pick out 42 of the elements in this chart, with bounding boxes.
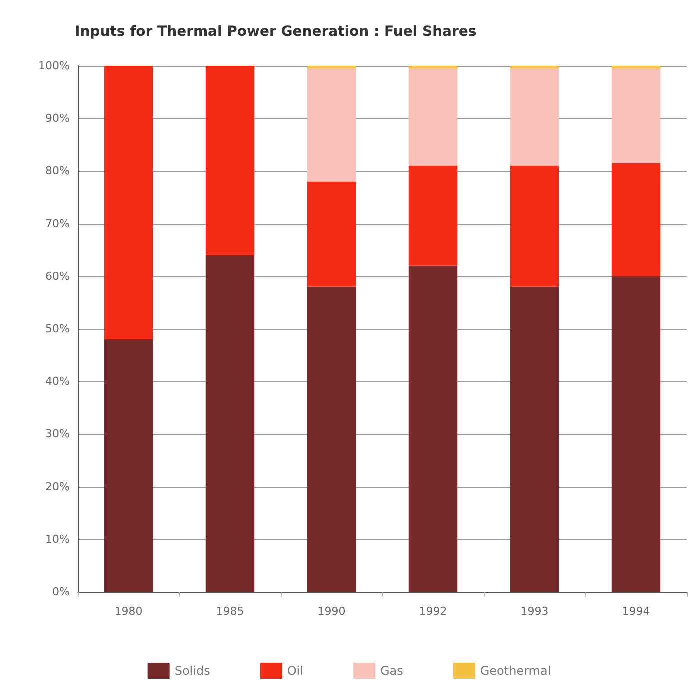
y-tick-label: 50%: [46, 322, 70, 336]
x-tick-label: 1980: [114, 605, 143, 618]
y-tick-label: 30%: [46, 428, 70, 441]
bar: [612, 66, 661, 69]
y-tick-label: 90%: [46, 112, 70, 126]
bar: [408, 66, 458, 69]
bar: [510, 68, 560, 166]
x-tick-label: 1994: [622, 605, 650, 618]
bar: [612, 276, 661, 592]
legend-label: Gas: [380, 664, 404, 678]
chart-title: Inputs for Thermal Power Generation : Fuel Shares: [75, 24, 477, 40]
bar: [307, 286, 356, 592]
bar: [612, 163, 661, 276]
x-tick-label: 1992: [419, 605, 448, 618]
y-tick-label: 0%: [52, 586, 70, 598]
legend-label: Geothermal: [480, 664, 552, 678]
y-tick-label: 10%: [46, 532, 70, 546]
y-tick-label: 60%: [46, 270, 70, 283]
bar: [408, 166, 458, 266]
x-tick-label: 1985: [216, 605, 244, 618]
bar: [104, 340, 154, 592]
bar: [104, 66, 154, 340]
bar: [510, 166, 560, 287]
y-tick-label: 80%: [46, 164, 70, 178]
bar: [206, 255, 255, 592]
legend-label: Oil: [287, 664, 304, 678]
y-tick-label: 20%: [46, 480, 70, 494]
legend-label: Solids: [174, 664, 210, 678]
bar: [307, 66, 356, 69]
x-tick-label: 1993: [520, 605, 549, 618]
y-tick-label: 70%: [46, 217, 70, 230]
bar: [612, 68, 661, 164]
y-tick-label: 100%: [38, 60, 70, 72]
bar: [408, 68, 458, 166]
bar: [307, 182, 356, 287]
y-tick-label: 40%: [46, 375, 70, 388]
bar: [510, 66, 560, 69]
bar: [408, 266, 458, 592]
x-tick-label: 1990: [318, 605, 346, 618]
bar: [206, 66, 255, 256]
bar: [307, 68, 356, 182]
bar: [510, 286, 560, 592]
